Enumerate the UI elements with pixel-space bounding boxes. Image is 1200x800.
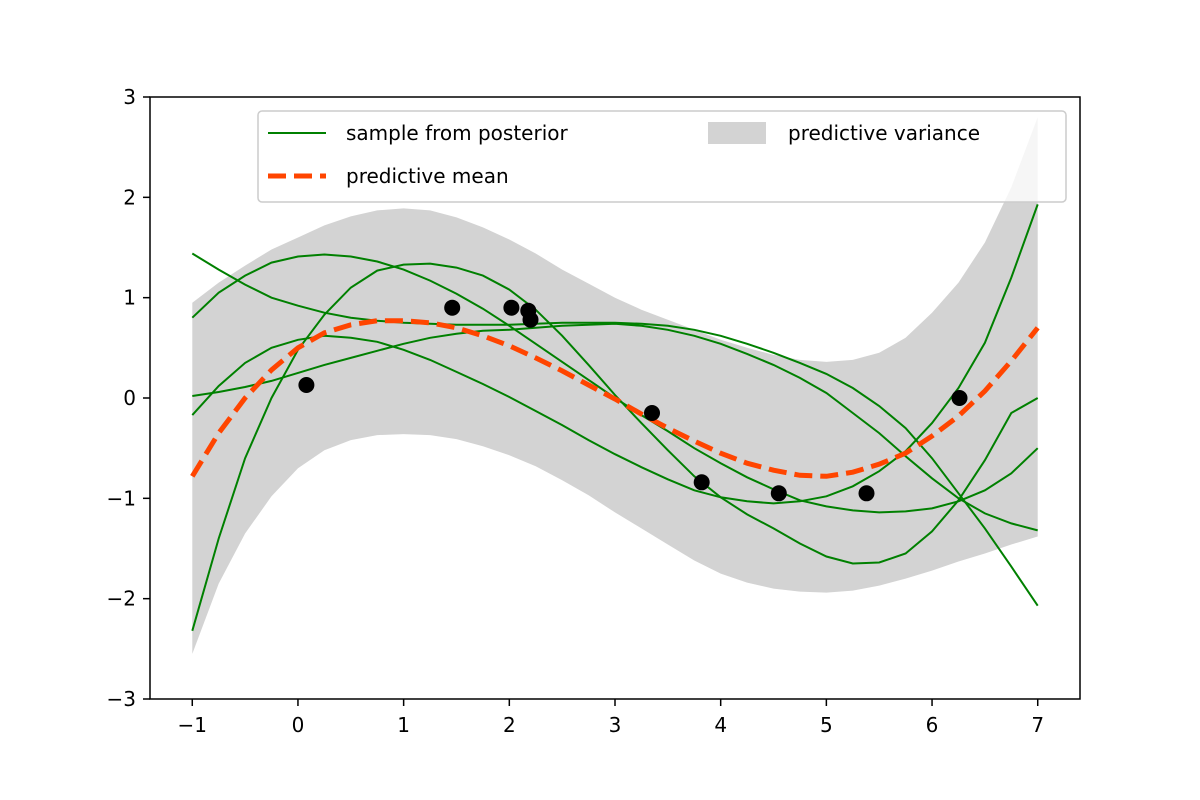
x-tick-label: 3 [609, 713, 622, 737]
data-point [693, 474, 710, 491]
data-point [644, 405, 660, 421]
data-point [444, 299, 461, 316]
sample-line-2 [192, 322, 1038, 532]
x-tick-label: 5 [820, 713, 833, 737]
variance-band [192, 117, 1038, 654]
y-tick-label: −3 [107, 687, 136, 711]
x-tick-label: 6 [926, 713, 939, 737]
y-tick-label: −1 [107, 486, 136, 510]
data-point [858, 485, 875, 502]
y-tick-label: −2 [107, 587, 136, 611]
legend-box [257, 110, 1067, 203]
x-tick-label: 1 [397, 713, 410, 737]
x-tick-label: 2 [503, 713, 516, 737]
mean-line [190, 318, 1040, 479]
plot-area [190, 117, 1040, 654]
ticks: −1 0 1 2 3 4 5 6 7 −3 −2 −1 0 1 2 3 [107, 85, 1045, 737]
data-point [951, 390, 968, 406]
y-tick-label: 0 [123, 386, 136, 410]
data-point [522, 311, 539, 328]
data-point [770, 485, 787, 502]
sample-line-5 [191, 262, 1039, 632]
x-tick-label: 4 [714, 713, 727, 737]
legend-label-variance: predictive variance [788, 121, 980, 145]
x-tick-label: −1 [178, 713, 207, 737]
legend-label-samples: sample from posterior [346, 121, 568, 145]
data-point [298, 377, 315, 393]
data-point [503, 299, 520, 316]
legend-swatch-variance [708, 122, 766, 144]
legend: sample from posterior predictive mean pr… [257, 110, 1067, 203]
x-tick-label: 7 [1031, 713, 1044, 737]
y-tick-label: 3 [123, 85, 136, 109]
y-tick-label: 2 [123, 185, 136, 209]
y-tick-label: 1 [123, 286, 136, 310]
legend-label-mean: predictive mean [346, 164, 509, 188]
x-tick-label: 0 [292, 713, 305, 737]
